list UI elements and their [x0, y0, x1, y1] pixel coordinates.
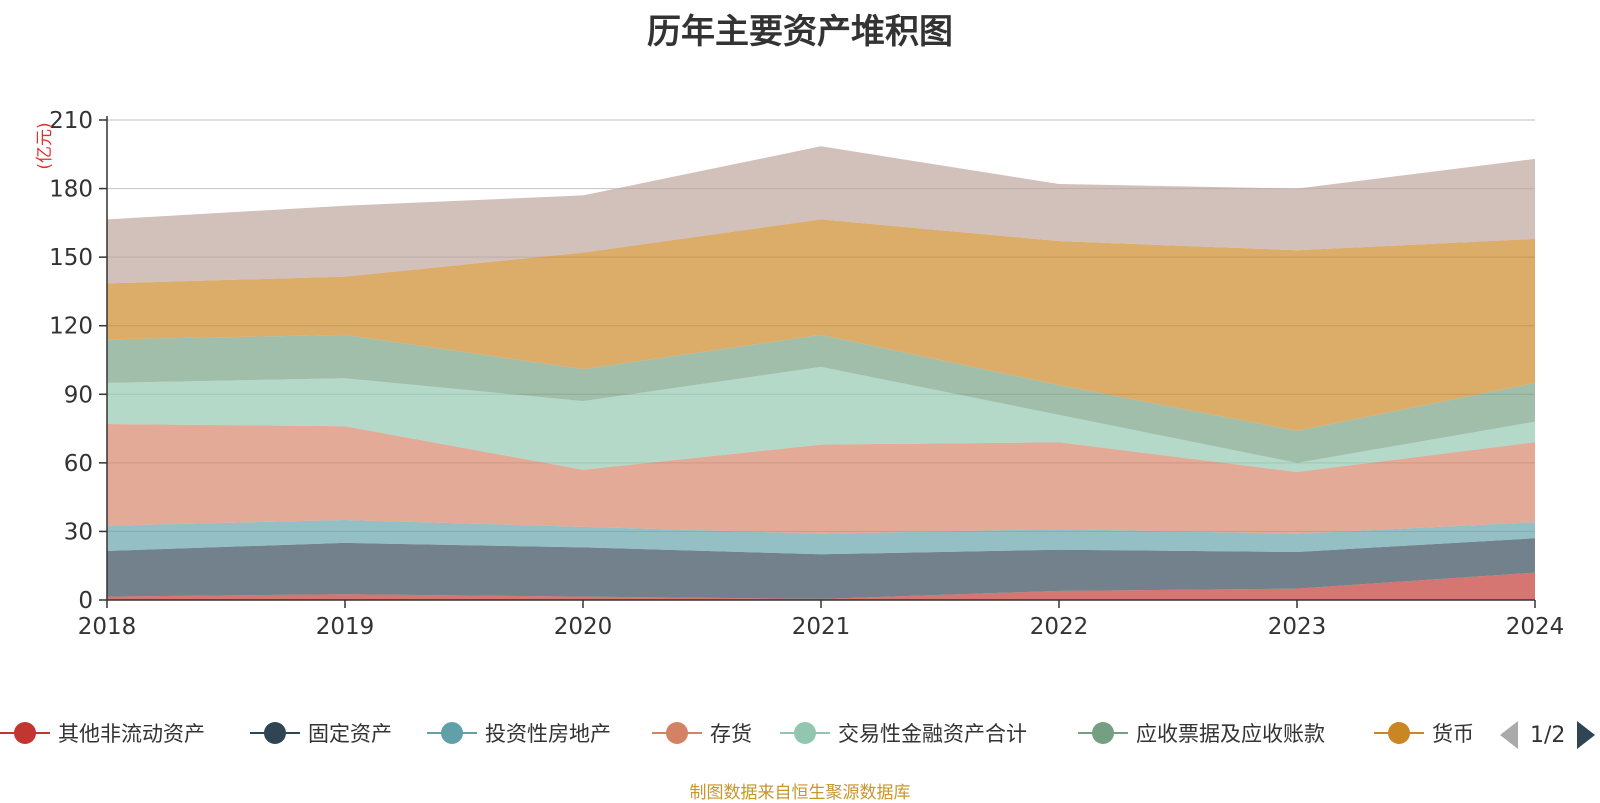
y-tick-label: 90 — [64, 382, 93, 408]
legend-label: 交易性金融资产合计 — [838, 722, 1027, 746]
chart-title: 历年主要资产堆积图 — [647, 12, 953, 52]
area-series-0[interactable] — [107, 572, 1535, 600]
axes: 0 30 60 90 120 150 180 210 2018 2019 2020 2021 2022 2… — [49, 108, 1564, 640]
x-tick-label: 2021 — [792, 614, 851, 640]
legend-label: 货币 — [1432, 722, 1474, 746]
legend-item[interactable]: 存货 — [652, 715, 752, 751]
y-tick-label: 150 — [49, 245, 93, 271]
x-tick-label: 2018 — [78, 614, 137, 640]
legend-item[interactable]: 交易性金融资产合计 — [780, 715, 1027, 751]
legend-label: 投资性房地产 — [485, 722, 611, 746]
legend-page-indicator: 1/2 — [1530, 722, 1566, 748]
y-tick-label: 120 — [49, 314, 93, 340]
legend-item[interactable]: 应收票据及应收账款 — [1078, 715, 1325, 751]
area-series-7[interactable] — [107, 146, 1535, 284]
area-series — [107, 146, 1535, 600]
x-tick-label: 2019 — [316, 614, 375, 640]
x-tick-label: 2022 — [1030, 614, 1089, 640]
area-series-5[interactable] — [107, 334, 1535, 463]
y-tick-label: 0 — [78, 588, 93, 614]
legend-marker-icon — [1078, 715, 1128, 751]
legend-marker-icon — [1374, 715, 1424, 751]
area-series-4[interactable] — [107, 366, 1535, 472]
legend-marker-icon — [652, 715, 702, 751]
x-tick-label: 2023 — [1268, 614, 1327, 640]
area-series-1[interactable] — [107, 538, 1535, 599]
chart-plot: 0 30 60 90 120 150 180 210 2018 2019 2020 2021 2022 2… — [35, 108, 1564, 640]
x-tick-label: 2020 — [554, 614, 613, 640]
y-tick-label: 30 — [64, 519, 93, 545]
x-tick-label: 2024 — [1506, 614, 1565, 640]
legend-prev-page-icon[interactable] — [1500, 721, 1518, 749]
y-tick-label: 180 — [49, 177, 93, 203]
legend-item[interactable]: 货币 — [1374, 715, 1474, 751]
legend-label: 固定资产 — [308, 722, 392, 746]
y-tick-label: 210 — [49, 108, 93, 134]
legend-marker-icon — [780, 715, 830, 751]
legend-label: 存货 — [710, 722, 752, 746]
legend-item[interactable]: 投资性房地产 — [427, 715, 611, 751]
data-source-note: 制图数据来自恒生聚源数据库 — [689, 783, 911, 803]
y-axis-unit-label: (亿元) — [35, 122, 55, 169]
legend-marker-icon — [427, 715, 477, 751]
legend-pager: 1/2 — [1500, 718, 1596, 752]
legend-label: 应收票据及应收账款 — [1136, 722, 1325, 746]
area-series-6[interactable] — [107, 219, 1535, 431]
legend: 其他非流动资产 固定资产 投资性房地产 存货 交易性金融资产合计 应收票据及应收账款 货币 — [0, 715, 1600, 755]
legend-next-page-icon[interactable] — [1577, 721, 1596, 749]
area-series-3[interactable] — [107, 424, 1535, 534]
y-tick-label: 60 — [64, 451, 93, 477]
legend-item[interactable]: 固定资产 — [250, 715, 392, 751]
legend-label: 其他非流动资产 — [58, 722, 205, 746]
legend-marker-icon — [0, 715, 50, 751]
area-series-2[interactable] — [107, 520, 1535, 555]
legend-marker-icon — [250, 715, 300, 751]
legend-item[interactable]: 其他非流动资产 — [0, 715, 205, 751]
